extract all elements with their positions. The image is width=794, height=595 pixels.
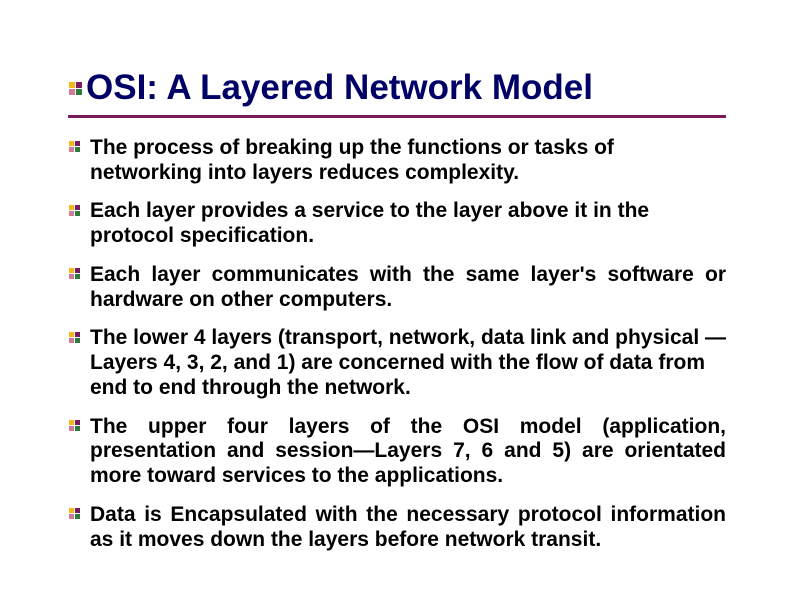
bullet-list: The process of breaking up the functions…: [68, 136, 726, 553]
list-item: The process of breaking up the functions…: [68, 136, 726, 186]
bullet-square: [75, 338, 80, 343]
bullet-square: [75, 141, 80, 146]
title-row: OSI: A Layered Network Model: [68, 70, 734, 107]
bullet-square: [69, 141, 74, 146]
bullet-square: [76, 89, 82, 95]
bullet-square: [76, 82, 82, 88]
bullet-square: [69, 268, 74, 273]
bullet-square: [69, 205, 74, 210]
bullet-square: [69, 332, 74, 337]
item-bullet-icon: [68, 508, 80, 520]
list-item: Each layer communicates with the same la…: [68, 263, 726, 313]
bullet-square: [69, 426, 74, 431]
title-bullet-icon: [68, 81, 82, 95]
item-bullet-icon: [68, 268, 80, 280]
bullet-square: [69, 82, 75, 88]
bullet-square: [69, 89, 75, 95]
slide-title: OSI: A Layered Network Model: [86, 70, 593, 107]
bullet-square: [69, 274, 74, 279]
item-bullet-icon: [68, 204, 80, 216]
bullet-square: [75, 508, 80, 513]
bullet-square: [69, 211, 74, 216]
title-underline: [68, 115, 726, 118]
bullet-square: [75, 211, 80, 216]
bullet-square: [75, 147, 80, 152]
bullet-square: [69, 338, 74, 343]
item-bullet-icon: [68, 141, 80, 153]
item-bullet-icon: [68, 420, 80, 432]
bullet-square: [75, 420, 80, 425]
item-text: The process of breaking up the functions…: [90, 136, 726, 186]
list-item: Each layer provides a service to the lay…: [68, 199, 726, 249]
slide: OSI: A Layered Network Model The process…: [0, 0, 794, 595]
item-text: Each layer communicates with the same la…: [90, 263, 726, 313]
bullet-square: [75, 268, 80, 273]
bullet-square: [75, 274, 80, 279]
bullet-square: [75, 332, 80, 337]
bullet-square: [69, 508, 74, 513]
bullet-square: [75, 426, 80, 431]
item-text: Each layer provides a service to the lay…: [90, 199, 726, 249]
bullet-square: [75, 514, 80, 519]
list-item: Data is Encapsulated with the necessary …: [68, 503, 726, 553]
item-text: The lower 4 layers (transport, network, …: [90, 326, 726, 400]
list-item: The upper four layers of the OSI model (…: [68, 415, 726, 489]
item-text: The upper four layers of the OSI model (…: [90, 415, 726, 489]
bullet-square: [69, 420, 74, 425]
item-bullet-icon: [68, 331, 80, 343]
bullet-square: [69, 147, 74, 152]
item-text: Data is Encapsulated with the necessary …: [90, 503, 726, 553]
list-item: The lower 4 layers (transport, network, …: [68, 326, 726, 400]
bullet-square: [69, 514, 74, 519]
bullet-square: [75, 205, 80, 210]
